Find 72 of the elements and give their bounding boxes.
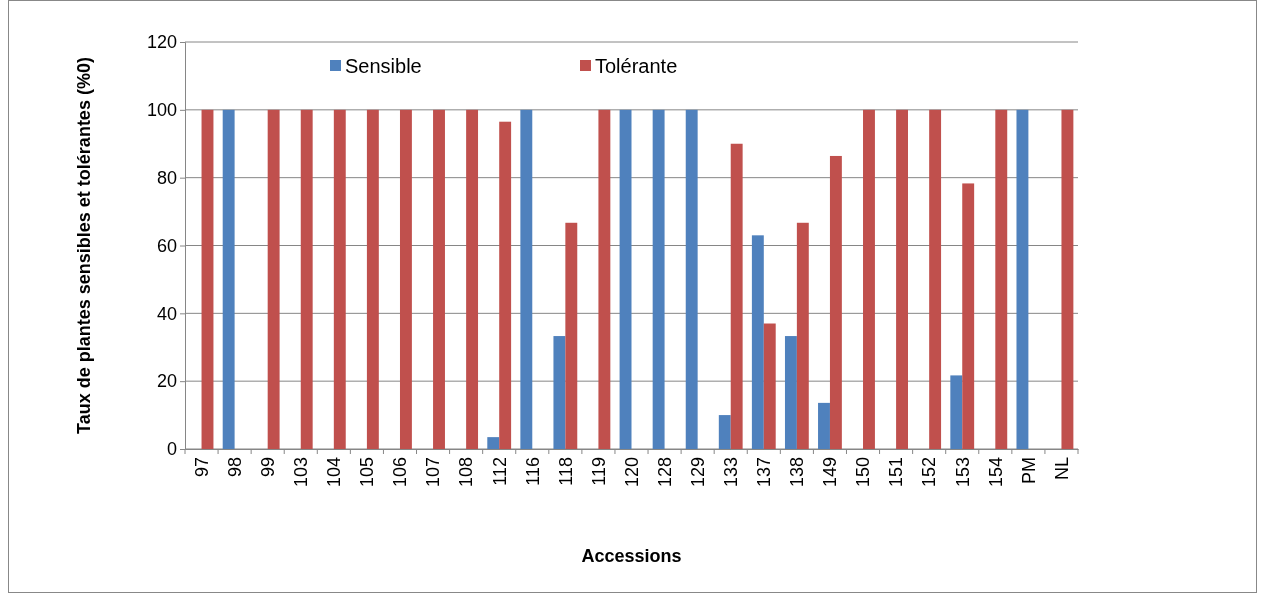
x-tick-label: 128 [654,457,675,488]
bar [466,109,479,449]
bar [929,109,942,449]
x-tick-label: 107 [423,457,444,488]
x-tick-label: NL [1051,457,1072,481]
y-tick-label: 80 [156,167,177,188]
bar [863,109,875,449]
bar [718,415,731,449]
bar [962,183,975,449]
y-tick-label: 60 [156,235,177,256]
bar [950,375,963,449]
bar [896,109,908,449]
y-axis-title: Taux de plantes sensibles et tolérantes (%0) [74,57,94,434]
y-tick-label: 20 [156,371,177,392]
x-tick-label: 150 [853,457,874,488]
x-tick-label: 137 [754,457,775,488]
x-tick-label: 108 [456,457,477,488]
x-tick-label: PM [1018,457,1039,484]
x-tick-label: 118 [555,457,576,486]
bar [565,222,578,449]
x-tick-label: 153 [952,457,973,488]
y-tick-label: 120 [146,32,177,53]
bar [333,109,346,449]
x-tick-label: 97 [191,457,212,478]
x-tick-label: 133 [721,457,742,488]
bar [499,121,512,449]
legend-label: Tolérante [595,55,678,77]
y-tick-label: 100 [146,100,177,121]
bar [796,222,809,449]
x-tick-label: 99 [257,457,278,478]
bar [1061,109,1074,449]
x-tick-label: 154 [985,457,1006,488]
bar [1016,109,1029,449]
bar [553,336,566,449]
bar [366,109,379,449]
x-tick-label: 129 [687,457,708,488]
bar [751,235,764,449]
bar [685,109,698,449]
bar [829,155,842,449]
x-tick-label: 120 [621,457,642,488]
bar [487,437,500,449]
bar [818,402,830,449]
y-tick-label: 0 [166,439,177,460]
x-tick-label: 119 [588,457,609,486]
bar [730,143,743,449]
x-tick-label: 106 [390,457,411,488]
bar [399,109,412,449]
x-tick-label: 116 [522,457,543,486]
bar [784,336,797,449]
bar [598,109,611,449]
x-axis-title: Accessions [581,546,682,566]
bar [763,323,776,449]
bar [433,109,445,449]
bar [520,109,533,449]
x-tick-label: 149 [820,457,841,488]
x-tick-label: 152 [919,457,940,488]
x-tick-label: 103 [291,457,312,488]
x-tick-label: 112 [489,457,510,486]
x-tick-label: 98 [224,457,245,478]
x-tick-label: 138 [787,457,808,488]
bar [267,109,280,449]
y-tick-label: 40 [156,303,177,324]
x-tick-label: 105 [357,457,378,488]
bar [222,109,235,449]
bar [201,109,214,449]
bar [300,109,313,449]
bar [652,109,665,449]
x-tick-label: 104 [324,457,345,488]
legend-label: Sensible [345,55,422,77]
bar [995,109,1008,449]
x-tick-label: 151 [886,457,907,488]
bar [619,109,632,449]
